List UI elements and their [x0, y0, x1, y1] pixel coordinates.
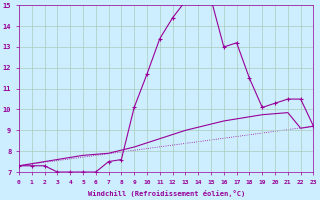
X-axis label: Windchill (Refroidissement éolien,°C): Windchill (Refroidissement éolien,°C): [88, 190, 245, 197]
